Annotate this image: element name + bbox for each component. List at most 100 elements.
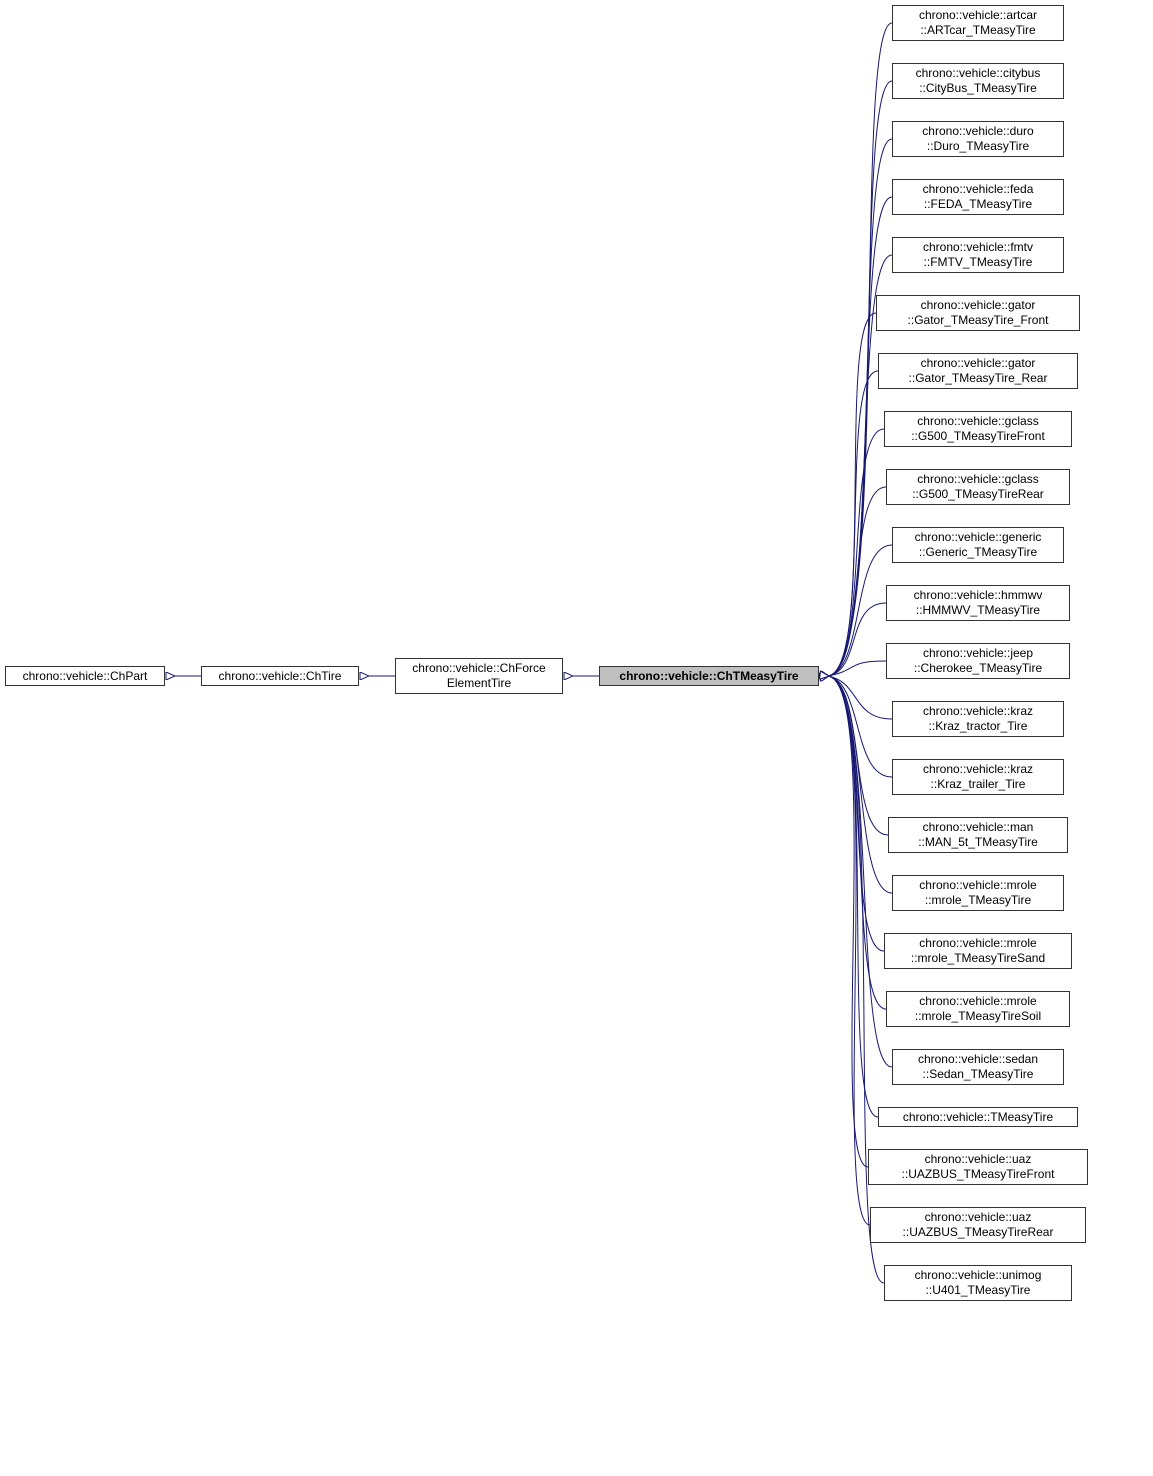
- class-node-label: chrono::vehicle::TMeasyTire: [883, 1110, 1073, 1125]
- class-node-d6[interactable]: chrono::vehicle::gator::Gator_TMeasyTire…: [878, 353, 1078, 389]
- class-node-d3[interactable]: chrono::vehicle::feda::FEDA_TMeasyTire: [892, 179, 1064, 215]
- class-node-d16[interactable]: chrono::vehicle::mrole::mrole_TMeasyTire…: [884, 933, 1072, 969]
- inheritance-diagram: chrono::vehicle::ChPartchrono::vehicle::…: [0, 0, 1153, 1476]
- edge-d8-focus: [828, 487, 886, 676]
- class-node-label: chrono::vehicle::mrole: [889, 936, 1067, 951]
- class-node-label: chrono::vehicle::kraz: [897, 762, 1059, 777]
- class-node-label: chrono::vehicle::sedan: [897, 1052, 1059, 1067]
- class-node-label: chrono::vehicle::unimog: [889, 1268, 1067, 1283]
- class-node-d13[interactable]: chrono::vehicle::kraz::Kraz_trailer_Tire: [892, 759, 1064, 795]
- edge-d17-focus: [828, 676, 886, 1009]
- class-node-label: ::ARTcar_TMeasyTire: [897, 23, 1059, 38]
- edge-d14-focus: [828, 676, 888, 835]
- class-node-d2[interactable]: chrono::vehicle::duro::Duro_TMeasyTire: [892, 121, 1064, 157]
- class-node-d7[interactable]: chrono::vehicle::gclass::G500_TMeasyTire…: [884, 411, 1072, 447]
- class-node-chtmeasy: chrono::vehicle::ChTMeasyTire: [599, 666, 819, 686]
- class-node-label: chrono::vehicle::uaz: [873, 1152, 1083, 1167]
- class-node-label: ::mrole_TMeasyTireSoil: [891, 1009, 1065, 1024]
- class-node-label: chrono::vehicle::jeep: [891, 646, 1065, 661]
- edge-d16-focus: [828, 676, 884, 951]
- class-node-label: chrono::vehicle::fmtv: [897, 240, 1059, 255]
- edge-d10-focus: [828, 603, 886, 676]
- edge-d20-focus: [828, 676, 868, 1167]
- class-node-d1[interactable]: chrono::vehicle::citybus::CityBus_TMeasy…: [892, 63, 1064, 99]
- class-node-label: ::mrole_TMeasyTire: [897, 893, 1059, 908]
- class-node-label: chrono::vehicle::mrole: [897, 878, 1059, 893]
- edge-d5-focus: [828, 313, 876, 676]
- class-node-label: ElementTire: [400, 676, 558, 691]
- class-node-label: ::Kraz_tractor_Tire: [897, 719, 1059, 734]
- class-node-label: ::Duro_TMeasyTire: [897, 139, 1059, 154]
- class-node-label: chrono::vehicle::ChTire: [206, 669, 354, 684]
- edge-d13-focus: [828, 676, 892, 777]
- class-node-label: ::UAZBUS_TMeasyTireFront: [873, 1167, 1083, 1182]
- class-node-label: ::G500_TMeasyTireFront: [889, 429, 1067, 444]
- edge-d22-focus: [828, 676, 884, 1283]
- class-node-label: chrono::vehicle::kraz: [897, 704, 1059, 719]
- class-node-label: ::Cherokee_TMeasyTire: [891, 661, 1065, 676]
- class-node-label: ::CityBus_TMeasyTire: [897, 81, 1059, 96]
- class-node-label: ::UAZBUS_TMeasyTireRear: [875, 1225, 1081, 1240]
- class-node-d20[interactable]: chrono::vehicle::uaz::UAZBUS_TMeasyTireF…: [868, 1149, 1088, 1185]
- class-node-d4[interactable]: chrono::vehicle::fmtv::FMTV_TMeasyTire: [892, 237, 1064, 273]
- class-node-label: ::Gator_TMeasyTire_Rear: [883, 371, 1073, 386]
- class-node-d8[interactable]: chrono::vehicle::gclass::G500_TMeasyTire…: [886, 469, 1070, 505]
- class-node-label: chrono::vehicle::gclass: [889, 414, 1067, 429]
- edge-d2-focus: [828, 139, 892, 676]
- class-node-label: ::FMTV_TMeasyTire: [897, 255, 1059, 270]
- class-node-d22[interactable]: chrono::vehicle::unimog::U401_TMeasyTire: [884, 1265, 1072, 1301]
- class-node-label: ::G500_TMeasyTireRear: [891, 487, 1065, 502]
- class-node-label: chrono::vehicle::citybus: [897, 66, 1059, 81]
- class-node-d21[interactable]: chrono::vehicle::uaz::UAZBUS_TMeasyTireR…: [870, 1207, 1086, 1243]
- class-node-label: chrono::vehicle::feda: [897, 182, 1059, 197]
- class-node-label: chrono::vehicle::generic: [897, 530, 1059, 545]
- edge-d18-focus: [828, 676, 892, 1067]
- class-node-label: ::Gator_TMeasyTire_Front: [881, 313, 1075, 328]
- edge-d6-focus: [828, 371, 878, 676]
- class-node-d10[interactable]: chrono::vehicle::hmmwv::HMMWV_TMeasyTire: [886, 585, 1070, 621]
- class-node-label: chrono::vehicle::artcar: [897, 8, 1059, 23]
- class-node-d14[interactable]: chrono::vehicle::man::MAN_5t_TMeasyTire: [888, 817, 1068, 853]
- class-node-label: chrono::vehicle::gator: [883, 356, 1073, 371]
- class-node-label: chrono::vehicle::gclass: [891, 472, 1065, 487]
- class-node-d15[interactable]: chrono::vehicle::mrole::mrole_TMeasyTire: [892, 875, 1064, 911]
- class-node-d19[interactable]: chrono::vehicle::TMeasyTire: [878, 1107, 1078, 1127]
- class-node-label: chrono::vehicle::man: [893, 820, 1063, 835]
- edge-d9-focus: [828, 545, 892, 676]
- edge-d7-focus: [828, 429, 884, 676]
- edge-d15-focus: [828, 676, 892, 893]
- class-node-label: chrono::vehicle::mrole: [891, 994, 1065, 1009]
- edge-d3-focus: [828, 197, 892, 676]
- class-node-label: chrono::vehicle::hmmwv: [891, 588, 1065, 603]
- class-node-label: ::U401_TMeasyTire: [889, 1283, 1067, 1298]
- edge-d12-focus: [828, 676, 892, 719]
- class-node-label: ::Sedan_TMeasyTire: [897, 1067, 1059, 1082]
- class-node-label: chrono::vehicle::ChForce: [400, 661, 558, 676]
- class-node-label: chrono::vehicle::gator: [881, 298, 1075, 313]
- class-node-label: ::mrole_TMeasyTireSand: [889, 951, 1067, 966]
- edge-d19-focus: [828, 676, 878, 1117]
- class-node-d9[interactable]: chrono::vehicle::generic::Generic_TMeasy…: [892, 527, 1064, 563]
- class-node-label: ::HMMWV_TMeasyTire: [891, 603, 1065, 618]
- class-node-chtire[interactable]: chrono::vehicle::ChTire: [201, 666, 359, 686]
- class-node-label: ::MAN_5t_TMeasyTire: [893, 835, 1063, 850]
- class-node-label: chrono::vehicle::duro: [897, 124, 1059, 139]
- class-node-d5[interactable]: chrono::vehicle::gator::Gator_TMeasyTire…: [876, 295, 1080, 331]
- edge-d21-focus: [828, 676, 870, 1225]
- class-node-d12[interactable]: chrono::vehicle::kraz::Kraz_tractor_Tire: [892, 701, 1064, 737]
- class-node-label: ::FEDA_TMeasyTire: [897, 197, 1059, 212]
- class-node-label: chrono::vehicle::ChTMeasyTire: [604, 669, 814, 684]
- class-node-d11[interactable]: chrono::vehicle::jeep::Cherokee_TMeasyTi…: [886, 643, 1070, 679]
- edge-d11-focus: [828, 661, 886, 676]
- class-node-d18[interactable]: chrono::vehicle::sedan::Sedan_TMeasyTire: [892, 1049, 1064, 1085]
- class-node-label: chrono::vehicle::ChPart: [10, 669, 160, 684]
- edge-layer: [0, 0, 1153, 1476]
- class-node-label: ::Generic_TMeasyTire: [897, 545, 1059, 560]
- class-node-chforce[interactable]: chrono::vehicle::ChForceElementTire: [395, 658, 563, 694]
- class-node-label: ::Kraz_trailer_Tire: [897, 777, 1059, 792]
- class-node-d0[interactable]: chrono::vehicle::artcar::ARTcar_TMeasyTi…: [892, 5, 1064, 41]
- class-node-d17[interactable]: chrono::vehicle::mrole::mrole_TMeasyTire…: [886, 991, 1070, 1027]
- class-node-chpart[interactable]: chrono::vehicle::ChPart: [5, 666, 165, 686]
- class-node-label: chrono::vehicle::uaz: [875, 1210, 1081, 1225]
- edge-d0-focus: [828, 23, 892, 676]
